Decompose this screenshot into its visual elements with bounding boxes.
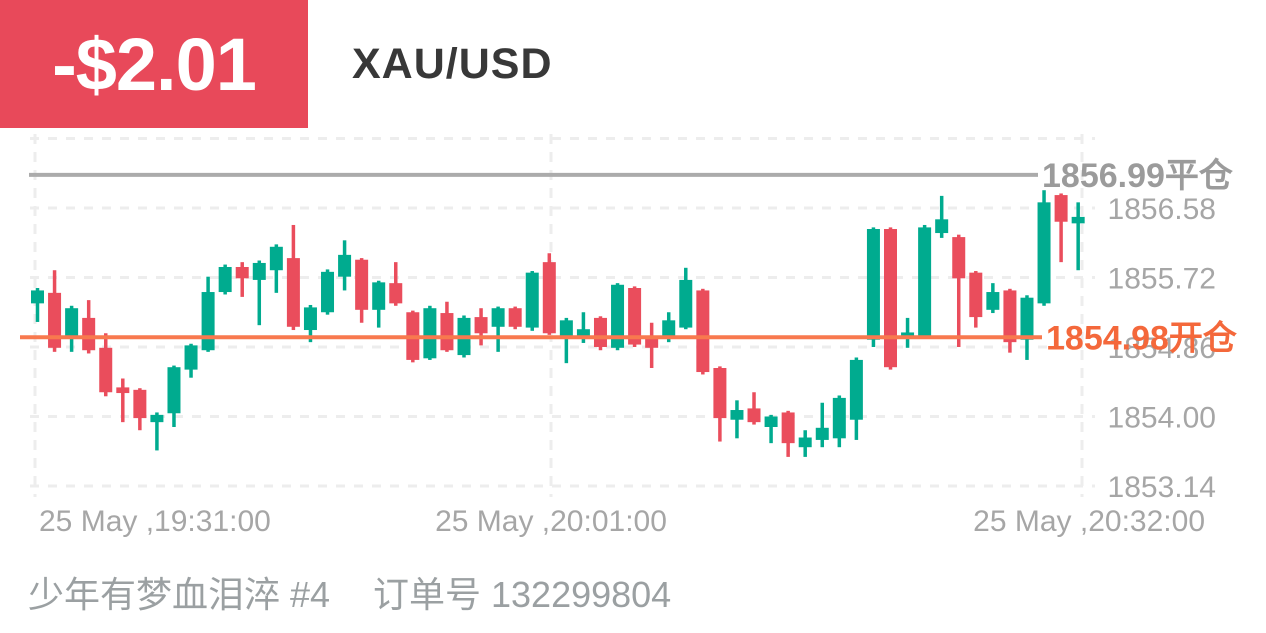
candle (440, 301, 454, 352)
candle (218, 264, 232, 295)
candle (235, 262, 249, 297)
candle (201, 276, 215, 352)
candle (696, 288, 710, 375)
candle (815, 402, 829, 448)
candle (730, 400, 744, 439)
candle (969, 271, 983, 328)
price-axis: 1856.58 1855.72 1854.86 1854.00 1853.14 (1108, 193, 1216, 504)
candle (832, 395, 846, 448)
candle (713, 366, 727, 442)
candle (645, 322, 659, 369)
grid-layer (30, 134, 1095, 497)
price-tick-label: 1854.86 (1108, 332, 1216, 365)
candle (781, 410, 795, 457)
candle (1054, 193, 1068, 263)
candle (952, 234, 966, 347)
candle (525, 271, 539, 331)
open-price-label: 1854.98开仓 (1046, 319, 1238, 357)
candle (611, 283, 625, 351)
candle (1003, 288, 1017, 353)
candle (82, 300, 96, 354)
time-tick-label: 25 May ,19:31:00 (39, 505, 271, 538)
candle (679, 267, 693, 330)
candle (1071, 202, 1085, 271)
candle (884, 227, 897, 370)
price-tick-label: 1855.72 (1108, 262, 1216, 295)
candle (849, 357, 863, 440)
candle (798, 430, 812, 457)
candle (1020, 295, 1034, 360)
candle (474, 308, 488, 346)
candle (133, 388, 147, 431)
candle (662, 312, 676, 343)
candle (269, 244, 283, 293)
candle (355, 258, 369, 323)
time-axis: 25 May ,19:31:00 25 May ,20:01:00 25 May ,… (39, 505, 1205, 538)
candle (338, 240, 352, 291)
candle (935, 195, 949, 238)
time-tick-label: 25 May ,20:01:00 (435, 505, 667, 538)
candle (303, 304, 317, 343)
candle (542, 253, 556, 335)
candle (866, 227, 880, 347)
candle (508, 306, 522, 330)
time-tick-label: 25 May ,20:32:00 (973, 505, 1205, 538)
candle (628, 286, 642, 347)
position-name: 少年有梦血泪淬 #4 (28, 574, 331, 615)
price-tick-label: 1856.58 (1108, 193, 1216, 226)
order-number: 订单号 132299804 (373, 574, 672, 615)
candle (116, 378, 130, 423)
candle (918, 224, 932, 339)
price-tick-label: 1854.00 (1108, 401, 1216, 434)
symbol-title: XAU/USD (352, 40, 553, 88)
candle (764, 414, 778, 444)
pnl-value: -$2.01 (52, 22, 257, 106)
close-price-label: 1856.99平仓 (1042, 157, 1234, 195)
marker-lines (20, 172, 1042, 340)
candle (167, 365, 181, 427)
candle (1037, 190, 1051, 306)
candle (150, 412, 164, 451)
candle (65, 305, 79, 352)
candle (576, 312, 590, 343)
candle (252, 260, 266, 326)
candle (286, 224, 300, 331)
candle (986, 283, 1000, 314)
candle (423, 305, 437, 360)
marker-labels: 1856.99平仓 1854.98开仓 (1042, 157, 1238, 357)
candle (184, 343, 198, 378)
candle (372, 280, 386, 328)
candle (593, 316, 607, 351)
candle (321, 269, 335, 315)
candle (559, 317, 573, 364)
candle (901, 317, 915, 348)
price-tick-label: 1853.14 (1108, 471, 1216, 504)
candle (31, 288, 44, 322)
candle (389, 262, 403, 306)
pnl-badge: -$2.01 (0, 0, 308, 128)
candle (491, 306, 505, 352)
candle (48, 270, 62, 352)
candle (747, 392, 761, 425)
candle (99, 333, 113, 397)
